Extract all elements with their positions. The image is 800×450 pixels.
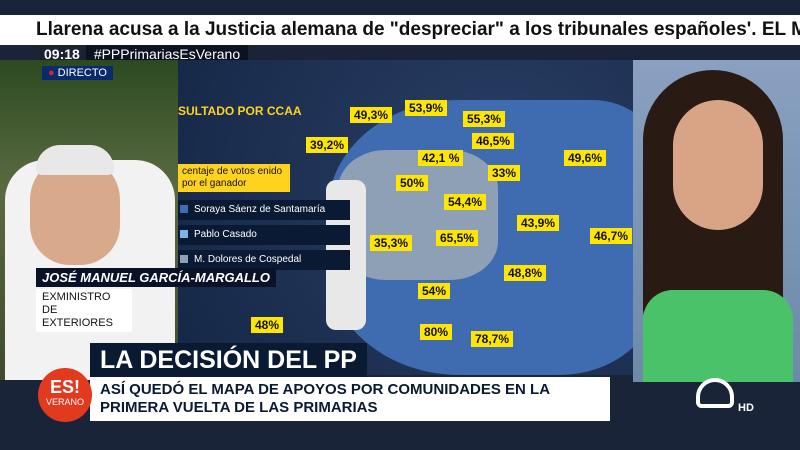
pct-label: 55,3% bbox=[463, 111, 506, 127]
pct-label: 54,4% bbox=[444, 194, 487, 210]
legend-label: Soraya Sáenz de Santamaría bbox=[194, 204, 326, 215]
lower-third: LA DECISIÓN DEL PP ASÍ QUEDÓ EL MAPA DE … bbox=[90, 343, 800, 450]
show-logo-subtext: VERANO bbox=[45, 397, 84, 407]
presenter-video-feed bbox=[633, 60, 800, 382]
guest-video-feed bbox=[0, 60, 178, 380]
presenter-body bbox=[643, 290, 793, 382]
pct-label: 80% bbox=[420, 324, 453, 340]
legend-item-casado: Pablo Casado bbox=[178, 225, 350, 245]
legend-item-santamaria: Soraya Sáenz de Santamaría bbox=[178, 200, 350, 220]
live-badge: ● DIRECTO bbox=[42, 66, 113, 80]
pct-label: 42,1 % bbox=[418, 150, 464, 166]
live-label: DIRECTO bbox=[57, 67, 107, 79]
pct-label: 43,9% bbox=[517, 215, 560, 231]
pct-label: 54% bbox=[418, 283, 451, 299]
results-map: SULTADO POR CCAA centaje de votos enido … bbox=[178, 60, 633, 375]
pct-label: 49,6% bbox=[564, 150, 607, 166]
show-logo: ES! VERANO bbox=[38, 368, 92, 422]
channel-logo-icon bbox=[696, 378, 734, 408]
map-note: centaje de votos enido por el ganador bbox=[178, 164, 290, 192]
pct-label: 48,8% bbox=[504, 265, 547, 281]
pct-label: 35,3% bbox=[370, 235, 413, 251]
hd-badge: HD bbox=[738, 402, 754, 414]
subheadline: ASÍ QUEDÓ EL MAPA DE APOYOS POR COMUNIDA… bbox=[90, 377, 610, 421]
presenter-face bbox=[673, 100, 763, 230]
live-dot-icon: ● bbox=[48, 67, 55, 79]
headline: LA DECISIÓN DEL PP bbox=[90, 343, 367, 377]
legend-swatch bbox=[180, 230, 188, 239]
clock-hashtag-bar: 09:18 #PPPrimariasEsVerano bbox=[38, 45, 249, 64]
news-ticker: Llarena acusa a la Justicia alemana de "… bbox=[0, 15, 800, 45]
pct-label: 46,5% bbox=[472, 133, 515, 149]
pct-label: 39,2% bbox=[306, 137, 349, 153]
pct-label: 46,7% bbox=[590, 228, 633, 244]
legend-swatch bbox=[180, 205, 188, 214]
pct-label: 49,3% bbox=[350, 107, 393, 123]
hashtag: #PPPrimariasEsVerano bbox=[85, 45, 249, 64]
clock: 09:18 bbox=[38, 45, 86, 64]
legend-swatch bbox=[180, 255, 188, 264]
legend-label: Pablo Casado bbox=[194, 229, 257, 240]
show-logo-text: ES! bbox=[49, 377, 80, 397]
pct-label: 48% bbox=[251, 317, 284, 333]
guest-hair bbox=[36, 145, 114, 175]
guest-name: JOSÉ MANUEL GARCÍA-MARGALLO bbox=[36, 268, 276, 287]
pct-label: 78,7% bbox=[471, 331, 514, 347]
pct-label: 50% bbox=[396, 175, 429, 191]
pct-label: 33% bbox=[488, 165, 521, 181]
guest-role: EXMINISTRO DE EXTERIORES bbox=[36, 289, 132, 332]
map-title: SULTADO POR CCAA bbox=[178, 104, 302, 118]
pct-label: 53,9% bbox=[405, 100, 448, 116]
legend-label: M. Dolores de Cospedal bbox=[194, 254, 302, 265]
pct-label: 65,5% bbox=[436, 230, 479, 246]
legend-item-cospedal: M. Dolores de Cospedal bbox=[178, 250, 350, 270]
guest-caption: JOSÉ MANUEL GARCÍA-MARGALLO EXMINISTRO D… bbox=[36, 268, 306, 332]
